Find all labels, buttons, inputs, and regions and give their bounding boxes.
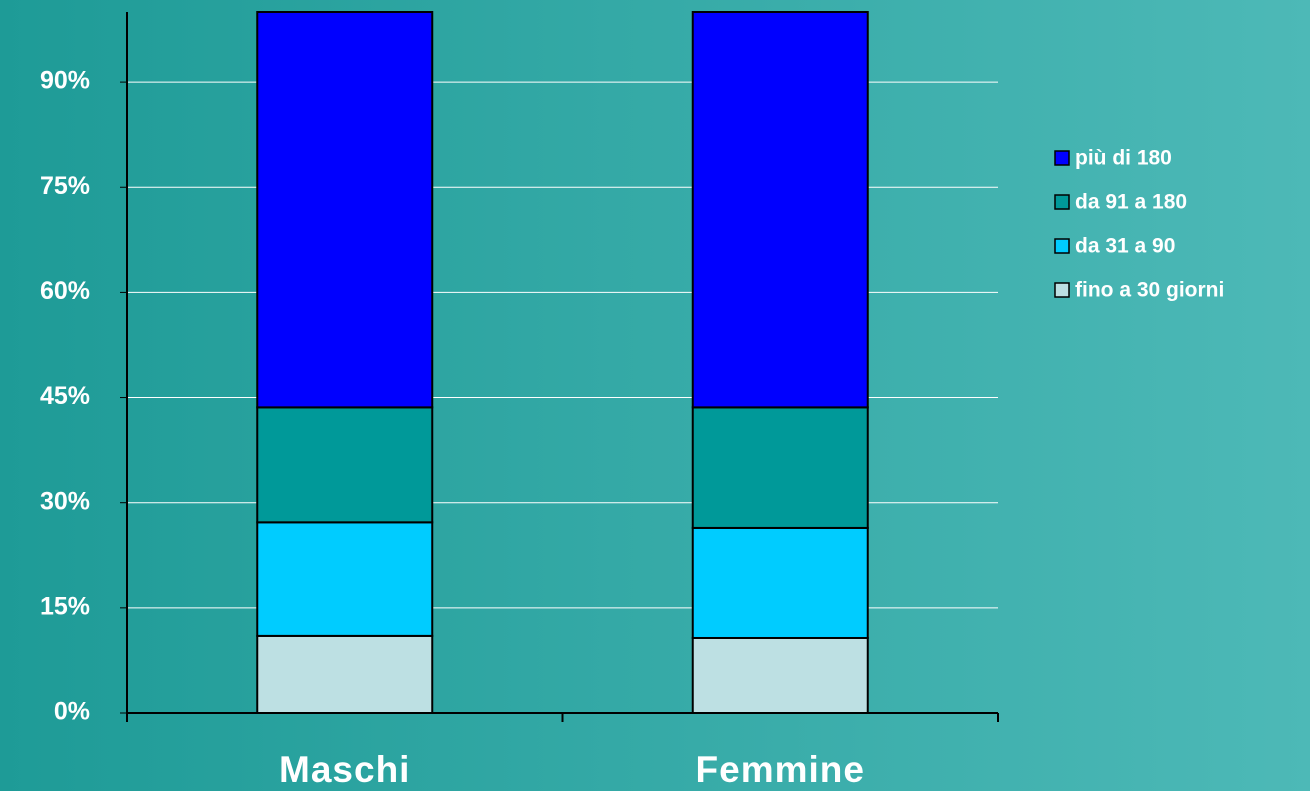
y-tick-label: 60% [40,277,90,305]
y-tick-label: 30% [40,487,90,515]
legend-swatch [1054,150,1070,166]
y-tick-label: 45% [40,382,90,410]
bar-segment [256,634,434,715]
y-tick-label: 15% [40,592,90,620]
y-tick-label: 0% [54,698,90,726]
bar-segment [256,11,434,409]
bar-segment [691,526,869,639]
legend-label: fino a 30 giorni [1075,279,1224,302]
bar-segment [256,521,434,637]
x-tick-label: Femmine [696,749,865,790]
bar-segment [691,406,869,529]
legend-swatch [1054,194,1070,210]
x-tick-label: Maschi [279,749,410,790]
legend-swatch [1054,282,1070,298]
legend-label: da 31 a 90 [1075,235,1175,258]
legend-label: da 91 a 180 [1075,191,1187,214]
legend-label: più di 180 [1075,147,1172,170]
bar-segment [691,636,869,714]
legend-swatch [1054,238,1070,254]
bar-segment [691,11,869,409]
y-tick-label: 75% [40,172,90,200]
y-tick-label: 90% [40,67,90,95]
bar-segment [256,406,434,524]
